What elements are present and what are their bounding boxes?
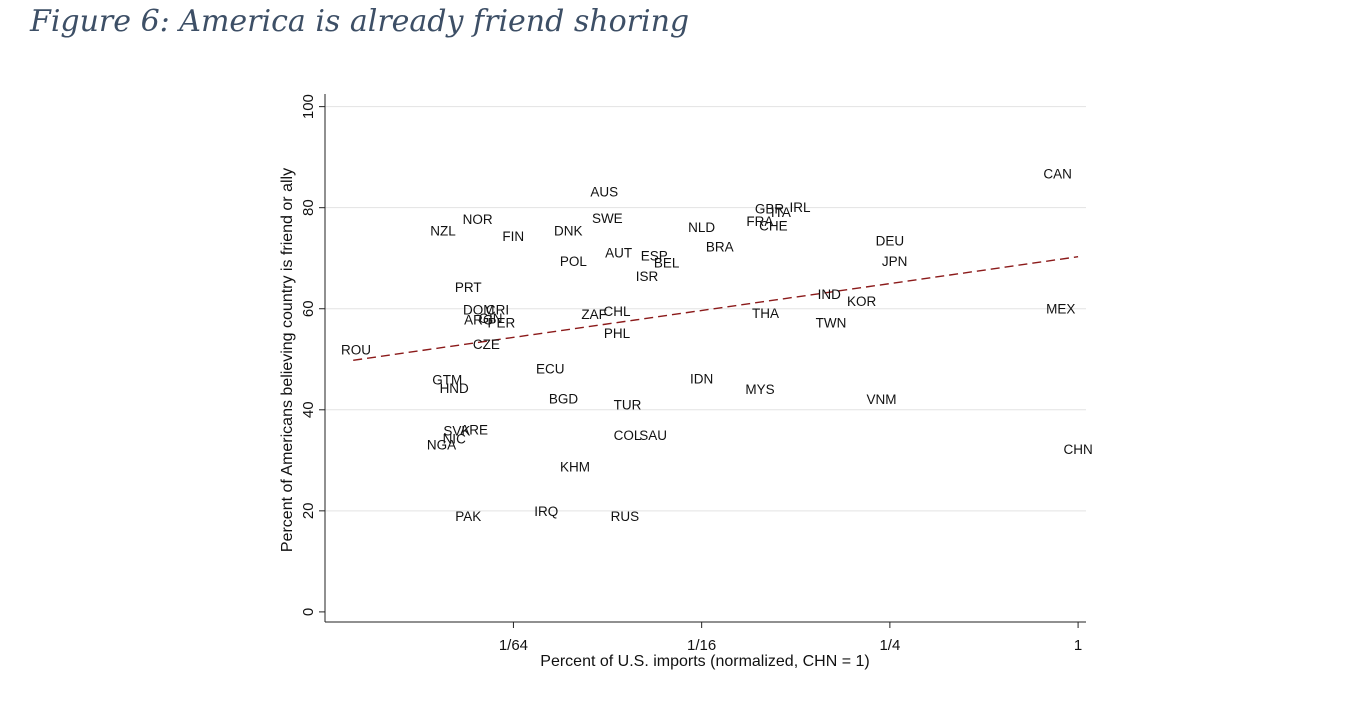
fit-line-group (353, 256, 1079, 361)
point-label-irl: IRL (790, 200, 812, 215)
y-tick-label: 20 (300, 502, 317, 519)
point-label-tur: TUR (614, 398, 642, 413)
point-label-bra: BRA (706, 240, 734, 255)
y-tick-label: 60 (300, 300, 317, 317)
point-label-gtm: GTM (432, 372, 462, 387)
point-label-bel: BEL (654, 255, 680, 270)
point-label-dnk: DNK (554, 223, 583, 238)
point-label-nld: NLD (688, 220, 715, 235)
point-label-rus: RUS (611, 509, 640, 524)
point-label-che: CHE (759, 218, 788, 233)
point-label-mys: MYS (745, 382, 774, 397)
point-label-swe: SWE (592, 211, 623, 226)
point-label-arg: ARG (464, 312, 493, 327)
point-label-twn: TWN (816, 315, 847, 330)
point-label-nic: NIC (443, 432, 467, 447)
point-label-khm: KHM (560, 459, 590, 474)
point-label-idn: IDN (690, 371, 713, 386)
figure-title: Figure 6: America is already friend shor… (30, 4, 690, 39)
point-label-hnd: HND (440, 381, 469, 396)
point-label-fin: FIN (502, 229, 524, 244)
point-label-ecu: ECU (536, 361, 565, 376)
point-label-can: CAN (1043, 166, 1072, 181)
point-label-dom: DOM (463, 303, 495, 318)
point-label-kor: KOR (847, 294, 877, 309)
y-tick-label: 0 (300, 608, 317, 616)
point-label-deu: DEU (876, 234, 905, 249)
point-label-bgd: BGD (549, 392, 579, 407)
point-label-nor: NOR (463, 212, 493, 227)
point-label-fra: FRA (746, 214, 773, 229)
point-label-gbr: GBR (755, 202, 785, 217)
point-label-jpn: JPN (882, 254, 908, 269)
y-axis-title: Percent of Americans believing country i… (279, 168, 296, 552)
point-label-nzl: NZL (430, 223, 456, 238)
point-label-mex: MEX (1046, 302, 1075, 317)
point-label-per: PER (488, 315, 516, 330)
point-label-isr: ISR (636, 269, 659, 284)
point-label-chl: CHL (603, 304, 630, 319)
y-tick-label: 80 (300, 199, 317, 216)
point-label-rou: ROU (341, 343, 371, 358)
point-label-are: ARE (460, 422, 488, 437)
point-label-chn: CHN (1063, 442, 1092, 457)
point-label-aut: AUT (605, 246, 632, 261)
point-label-cze: CZE (473, 337, 500, 352)
x-axis-title: Percent of U.S. imports (normalized, CHN… (540, 653, 869, 670)
point-label-tha: THA (752, 306, 779, 321)
point-label-pol: POL (560, 254, 588, 269)
point-label-zaf: ZAF (581, 307, 607, 322)
point-label-ind: IND (818, 287, 842, 302)
point-label-ita: ITA (771, 205, 791, 220)
point-label-svk: SVK (443, 424, 470, 439)
grid-lines (325, 106, 1086, 512)
x-tick-label: 1/64 (499, 637, 528, 654)
y-tick-label: 100 (300, 94, 317, 119)
point-label-nga: NGA (427, 438, 456, 453)
y-tick-label: 40 (300, 401, 317, 418)
point-label-pak: PAK (455, 509, 481, 524)
point-label-vnm: VNM (866, 392, 896, 407)
point-label-esp: ESP (641, 249, 668, 264)
point-label-aus: AUS (590, 185, 618, 200)
x-tick-label: 1/16 (687, 637, 716, 654)
x-tick-label: 1/4 (879, 637, 900, 654)
point-label-col: COL (614, 428, 642, 443)
point-label-gin: GIN (479, 311, 503, 326)
point-label-phl: PHL (604, 326, 631, 341)
point-label-prt: PRT (455, 280, 482, 295)
axes: 0 20 40 60 80 100 1/64 1/16 1/4 1 (300, 94, 1086, 654)
point-label-cri: CRI (486, 303, 509, 318)
fit-line (353, 256, 1079, 361)
point-label-irq: IRQ (534, 504, 558, 519)
point-label-sau: SAU (639, 428, 667, 443)
x-tick-label: 1 (1074, 637, 1082, 654)
